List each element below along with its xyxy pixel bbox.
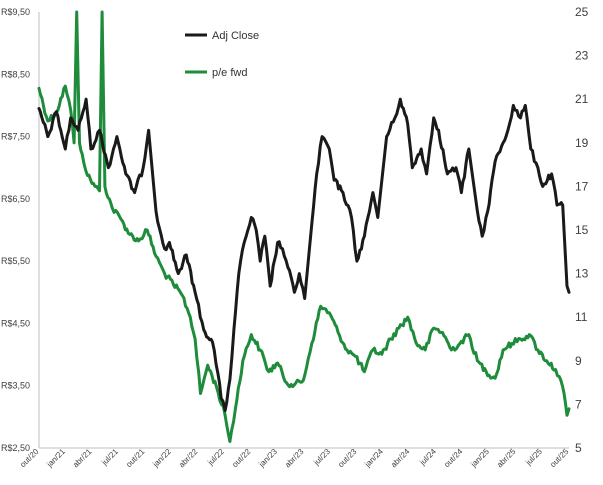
adj-close-series-line xyxy=(37,97,571,413)
left-axis-tick-label: R$6,50 xyxy=(1,194,30,204)
x-axis-ticks: out/20 jan/21 abr/21 jul/21 out/21 jan/22 abr/… xyxy=(18,447,570,470)
right-axis-tick-label: 17 xyxy=(575,179,589,193)
left-axis-tick-label: R$3,50 xyxy=(1,381,30,391)
x-axis-tick-label: jan/21 xyxy=(44,447,67,470)
left-axis-tick-label: R$9,50 xyxy=(1,7,30,17)
x-axis-tick-label: abr/21 xyxy=(71,447,94,470)
left-axis-ticks: R$2,50 R$3,50 R$4,50 R$5,50 R$6,50 R$7,50 R$8,… xyxy=(1,7,30,453)
x-axis-tick-label: jul/21 xyxy=(99,447,120,468)
right-axis-tick-label: 11 xyxy=(575,310,588,324)
x-axis-tick-label: jan/25 xyxy=(468,447,491,470)
x-axis-tick-label: abr/24 xyxy=(389,447,412,470)
right-axis-tick-label: 23 xyxy=(575,49,589,63)
x-axis-tick-label: jul/25 xyxy=(523,447,544,468)
x-axis-tick-label: jan/22 xyxy=(150,447,173,470)
right-axis-tick-label: 19 xyxy=(575,136,589,150)
right-axis-tick-label: 15 xyxy=(575,223,589,237)
x-axis-tick-label: jan/23 xyxy=(256,447,279,470)
right-axis-tick-label: 21 xyxy=(575,92,589,106)
legend: Adj Close p/e fwd xyxy=(185,30,259,79)
x-axis-tick-label: abr/22 xyxy=(177,447,200,470)
legend-label: p/e fwd xyxy=(212,67,247,79)
x-axis-tick-label: out/24 xyxy=(442,447,464,469)
x-axis-tick-label: abr/23 xyxy=(283,447,306,470)
x-axis-tick-label: jul/24 xyxy=(417,447,438,468)
left-axis-tick-label: R$8,50 xyxy=(1,69,30,79)
plot-area xyxy=(38,12,569,449)
x-axis-tick-label: out/21 xyxy=(124,447,146,469)
x-axis-tick-label: out/23 xyxy=(336,447,358,469)
right-axis-tick-label: 25 xyxy=(575,5,589,19)
left-axis-tick-label: R$2,50 xyxy=(1,443,30,453)
right-axis-ticks: 5 7 9 11 13 15 17 19 21 23 25 xyxy=(575,5,589,455)
left-axis-tick-label: R$7,50 xyxy=(1,132,30,142)
right-axis-tick-label: 13 xyxy=(575,267,589,281)
left-axis-tick-label: R$4,50 xyxy=(1,318,30,328)
x-axis-tick-label: jan/24 xyxy=(362,447,385,470)
x-axis-tick-label: jul/22 xyxy=(205,447,226,468)
series-layer xyxy=(37,10,571,443)
x-axis-tick-label: out/22 xyxy=(230,447,252,469)
right-axis-tick-label: 7 xyxy=(575,397,582,411)
legend-label: Adj Close xyxy=(212,30,259,42)
right-axis-tick-label: 5 xyxy=(575,441,582,455)
left-axis-tick-label: R$5,50 xyxy=(1,256,30,266)
x-axis-tick-label: jul/23 xyxy=(311,447,332,468)
x-axis-tick-label: out/25 xyxy=(548,447,570,469)
right-axis-tick-label: 9 xyxy=(575,354,582,368)
x-axis-tick-label: abr/25 xyxy=(495,447,518,470)
pe-fwd-series-line xyxy=(37,10,571,443)
